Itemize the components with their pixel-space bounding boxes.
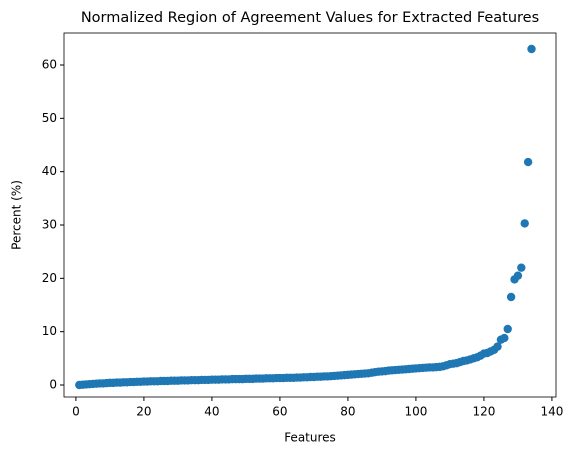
point — [503, 324, 512, 334]
y-tick-label: 0 — [49, 378, 57, 392]
point — [520, 219, 529, 228]
x-tick-label: 40 — [204, 405, 219, 419]
y-tick-label: 50 — [42, 111, 57, 125]
y-tick-label: 60 — [42, 58, 57, 72]
y-tick-label: 30 — [42, 218, 57, 232]
x-tick-label: 140 — [540, 405, 563, 419]
y-axis-label: Percent (%) — [10, 180, 24, 250]
point — [493, 342, 502, 351]
x-axis-label: Features — [284, 431, 336, 445]
y-tick-label: 10 — [42, 324, 57, 338]
y-tick-label: 40 — [42, 164, 57, 178]
point — [523, 157, 533, 167]
x-tick-label: 0 — [72, 405, 80, 419]
chart-title: Normalized Region of Agreement Values fo… — [81, 10, 539, 26]
point — [527, 44, 536, 54]
x-tick-label: 100 — [404, 405, 427, 419]
x-tick-label: 80 — [340, 405, 355, 419]
point — [513, 271, 523, 280]
point — [517, 263, 526, 272]
x-tick-label: 60 — [272, 405, 287, 419]
x-tick-label: 120 — [472, 405, 495, 419]
x-tick-label: 20 — [136, 405, 151, 419]
y-tick-label: 20 — [42, 271, 57, 285]
plot-frame — [63, 32, 557, 398]
point — [506, 292, 516, 302]
point — [500, 333, 509, 343]
